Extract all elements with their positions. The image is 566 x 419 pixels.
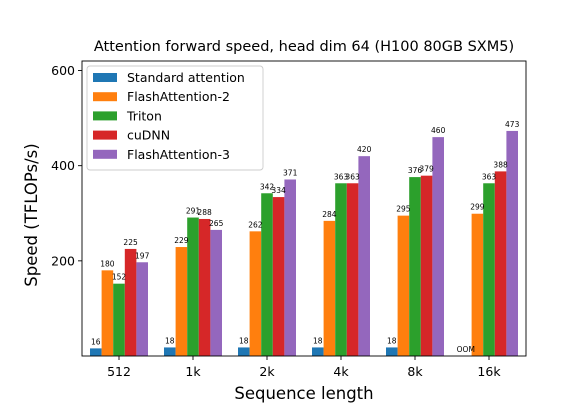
bar-flashattention-3-2k: [284, 179, 296, 356]
bar-flashattention-2-4k: [323, 220, 336, 356]
data-label-flashattention-3-4k: 420: [357, 145, 372, 154]
bar-triton-2k: [261, 193, 273, 356]
data-label-standard-attention-4k: 18: [313, 336, 323, 345]
legend-label-standard-attention: Standard attention: [127, 70, 245, 85]
bar-triton-4k: [335, 183, 347, 356]
data-label-cudnn-512: 225: [123, 238, 138, 247]
data-label-flashattention-2-8k: 295: [396, 205, 411, 214]
data-label-triton-4k: 363: [334, 172, 349, 181]
legend-swatch-cudnn: [93, 130, 117, 140]
data-label-triton-1k: 291: [186, 207, 201, 216]
data-label-flashattention-3-16k: 473: [505, 120, 520, 129]
bar-flashattention-2-512: [101, 270, 114, 356]
bar-cudnn-4k: [346, 183, 359, 356]
bar-flashattention-3-1k: [210, 229, 222, 356]
bar-triton-16k: [483, 183, 495, 356]
data-label-cudnn-8k: 379: [419, 165, 434, 174]
bar-standard-attention-8k: [386, 347, 398, 356]
x-axis-label: Sequence length: [234, 384, 373, 403]
legend: Standard attention FlashAttention-2 Triton…: [86, 65, 264, 171]
x-tick-label-512: 512: [107, 364, 131, 379]
data-label-standard-attention-1k: 18: [165, 336, 175, 345]
bar-flashattention-2-16k: [471, 213, 484, 356]
bar-cudnn-512: [124, 248, 137, 356]
data-label-flashattention-2-16k: 299: [470, 203, 485, 212]
legend-label-triton: Triton: [126, 108, 162, 123]
legend-swatch-flashattention-3: [93, 149, 117, 159]
bar-flashattention-3-16k: [506, 130, 518, 356]
data-label-flashattention-2-512: 180: [100, 259, 115, 268]
data-label-flashattention-3-512: 197: [135, 251, 150, 260]
data-label-flashattention-2-1k: 229: [174, 236, 189, 245]
y-tick-label-200: 200: [51, 253, 75, 268]
bar-flashattention-2-2k: [249, 231, 262, 356]
y-tick-label-400: 400: [51, 158, 75, 173]
x-tick-label-8k: 8k: [407, 364, 423, 379]
data-label-triton-8k: 376: [408, 166, 423, 175]
data-label-flashattention-2-4k: 284: [322, 210, 337, 219]
chart-title: Attention forward speed, head dim 64 (H1…: [94, 39, 514, 55]
data-label-triton-16k: 363: [482, 172, 497, 181]
legend-swatch-flashattention-2: [93, 92, 117, 102]
data-label-flashattention-2-2k: 262: [248, 220, 263, 229]
bar-cudnn-2k: [272, 197, 285, 356]
legend-swatch-triton: [93, 111, 117, 121]
bar-flashattention-2-8k: [397, 215, 410, 356]
bar-standard-attention-1k: [164, 347, 176, 356]
data-label-flashattention-3-1k: 265: [209, 219, 224, 228]
bar-standard-attention-4k: [312, 347, 324, 356]
bar-standard-attention-512: [90, 348, 102, 356]
axes-group: 200 400 600 512 1k 2k 4k 8k 16k: [51, 60, 527, 379]
bar-flashattention-2-1k: [175, 247, 188, 356]
bar-triton-512: [113, 283, 125, 356]
data-label-cudnn-4k: 363: [345, 172, 360, 181]
legend-label-cudnn: cuDNN: [127, 128, 170, 143]
x-tick-label-4k: 4k: [333, 364, 349, 379]
bar-cudnn-16k: [494, 171, 507, 356]
data-label-cudnn-16k: 388: [493, 160, 508, 169]
bar-cudnn-8k: [420, 175, 433, 356]
data-label-triton-2k: 342: [260, 182, 275, 191]
data-label-standard-attention-8k: 18: [387, 336, 397, 345]
legend-swatch-standard-attention: [93, 73, 117, 82]
bars-group: [90, 130, 518, 356]
plot-frame: [81, 60, 527, 357]
y-tick-label-600: 600: [51, 63, 75, 78]
y-axis-label: Speed (TFLOPs/s): [22, 143, 41, 286]
data-labels-group: 16 18 18 18 18 OOM 180 229 262 284 295 299 152 291 342…: [91, 120, 520, 354]
data-label-cudnn-1k: 288: [197, 208, 212, 217]
data-label-flashattention-3-2k: 371: [283, 168, 298, 177]
x-tick-label-1k: 1k: [185, 364, 201, 379]
bar-triton-8k: [409, 177, 421, 356]
data-label-standard-attention-16k: OOM: [457, 345, 475, 354]
data-label-standard-attention-512: 16: [91, 337, 101, 346]
bar-flashattention-3-512: [136, 262, 148, 356]
bar-flashattention-3-8k: [432, 137, 444, 356]
legend-label-flashattention-3: FlashAttention-3: [127, 147, 230, 162]
legend-label-flashattention-2: FlashAttention-2: [127, 89, 230, 104]
data-label-triton-512: 152: [112, 273, 127, 282]
x-tick-label-16k: 16k: [477, 364, 501, 379]
data-label-standard-attention-2k: 18: [239, 336, 249, 345]
data-label-flashattention-3-8k: 460: [431, 126, 446, 135]
x-tick-label-2k: 2k: [259, 364, 275, 379]
bar-triton-1k: [187, 217, 199, 356]
bar-cudnn-1k: [198, 218, 211, 356]
legend-box: [86, 65, 264, 171]
bar-flashattention-3-4k: [358, 156, 370, 356]
data-label-cudnn-2k: 334: [271, 186, 286, 195]
bar-standard-attention-2k: [238, 347, 250, 356]
